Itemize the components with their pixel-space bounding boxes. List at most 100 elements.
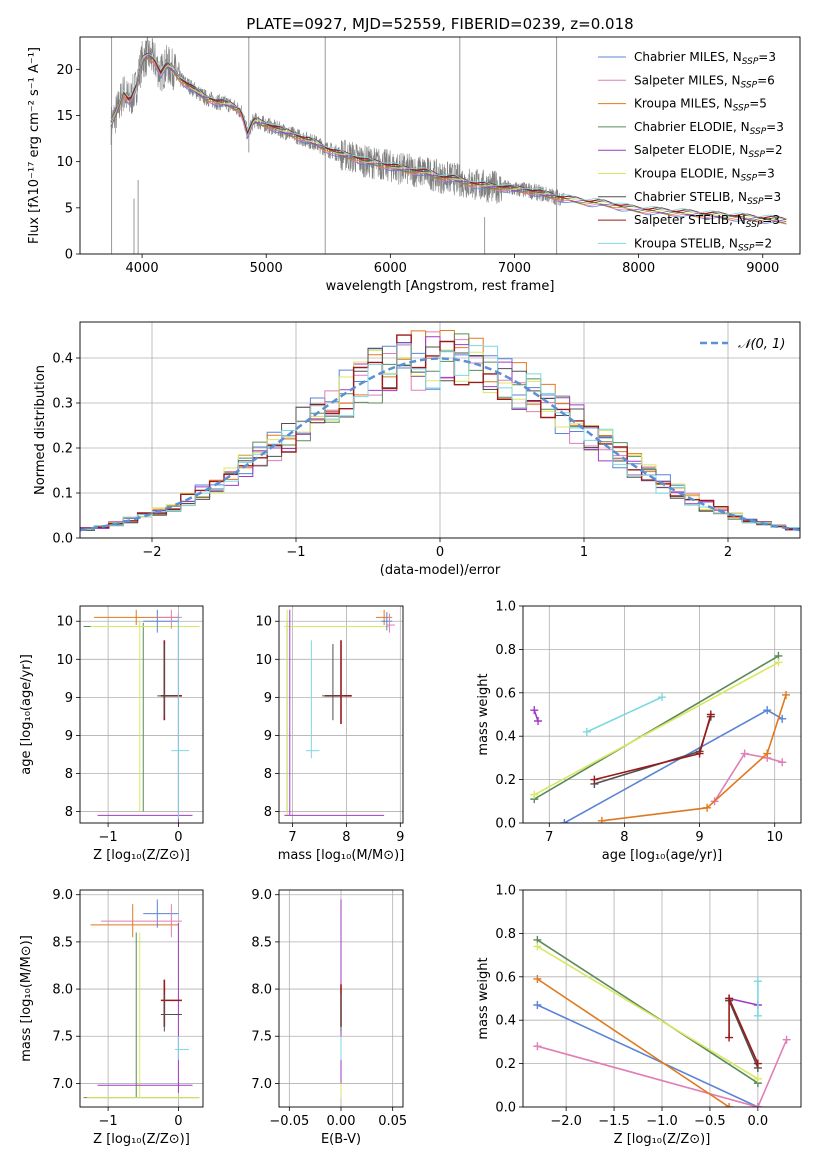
x-tick-label: 10	[766, 830, 783, 845]
x-tick-label: −0.05	[269, 1114, 309, 1129]
data-point-marker	[533, 1001, 542, 1010]
series-line-chabrier-elodie	[536, 939, 759, 1084]
legend-entry: Kroupa STELIB, NSSP=2	[634, 236, 772, 253]
axes-frame	[522, 889, 802, 1108]
y-axis-label: Normed distribution	[33, 365, 48, 495]
plot-area	[279, 890, 403, 1107]
series-line-chabrier-miles	[537, 1004, 759, 1107]
x-tick-label: −1.5	[598, 1114, 630, 1129]
legend-entry: Salpeter MILES, NSSP=6	[634, 73, 775, 90]
y-tick-label: 9	[65, 729, 73, 744]
data-point-marker	[763, 706, 772, 715]
x-tick-label: 0	[174, 1114, 182, 1129]
panel-spectrum: 4000 5000 6000 7000 8000 9000 0 5 10 15 20 waveleng…	[27, 36, 801, 294]
y-tick-label: 8.0	[251, 983, 272, 998]
panel-mass-vs-EBV: −0.05 0.00 0.05 7.0 7.5 8.0 8.5 9.0 E(B-V)	[251, 888, 407, 1147]
data-point-marker	[530, 706, 539, 715]
y-axis-label: mass weight	[476, 957, 491, 1039]
y-tick-label: 8.5	[52, 935, 73, 950]
x-tick-label: 8	[620, 830, 628, 845]
series-line-kroupa-elodie	[533, 661, 779, 796]
x-tick-label: 9	[695, 830, 703, 845]
y-tick-label: 9	[264, 691, 272, 706]
x-tick-label: 4000	[126, 261, 159, 276]
model-line-salpeter-stelib	[110, 52, 787, 221]
data-point-marker	[533, 1042, 542, 1051]
series-line-chabrier-elodie	[533, 655, 779, 800]
data-point-marker	[590, 775, 599, 784]
y-tick-label: 0.6	[495, 686, 516, 701]
legend: 𝒩(0, 1)	[700, 337, 785, 352]
y-tick-label: 0.2	[495, 773, 516, 788]
x-tick-label: 7	[545, 830, 553, 845]
plot-area	[523, 606, 801, 823]
data-point-marker	[706, 710, 715, 719]
model-line-kroupa-stelib	[110, 53, 787, 220]
series-line-kroupa-miles	[536, 978, 730, 1107]
series-line-kroupa-miles	[601, 694, 787, 822]
y-tick-label: 1.0	[495, 884, 516, 899]
data-point-marker	[782, 1035, 791, 1044]
y-tick-label: 1.0	[495, 600, 516, 615]
x-tick-label: 0.00	[327, 1114, 356, 1129]
x-axis-label: Z [log₁₀(Z/Z⊙)]	[93, 848, 190, 863]
axes-frame	[79, 321, 801, 539]
y-axis-label: Flux [fλ10⁻¹⁷ erg cm⁻² s⁻¹ A⁻¹]	[27, 47, 42, 244]
plot-area	[80, 322, 800, 538]
x-tick-label: −1	[286, 545, 305, 560]
x-tick-label: 5000	[250, 261, 283, 276]
y-tick-label: 0.4	[52, 352, 73, 367]
axes-frame	[79, 889, 204, 1108]
legend-entry: Chabrier STELIB, NSSP=3	[634, 190, 781, 207]
series-line-salpeter-stelib	[728, 998, 759, 1064]
plot-area	[110, 37, 787, 254]
panel-mass-vs-Z: −1 0 7.0 7.5 8.0 8.5 9.0 Z [log₁₀(Z/Z⊙)] mass [l…	[19, 888, 204, 1147]
data-point-marker	[703, 803, 712, 812]
x-tick-label: 8000	[622, 261, 655, 276]
legend-entry: Salpeter ELODIE, NSSP=2	[634, 143, 783, 160]
plot-area	[80, 890, 203, 1107]
panel-age-vs-Z: −1 0 8 8 9 9 10 10 Z [log₁₀(Z/Z⊙)] age [log₁₀(age…	[19, 605, 204, 863]
y-tick-label: 0.4	[495, 730, 516, 745]
x-axis-label: (data-model)/error	[380, 563, 501, 578]
axes-frame	[522, 605, 802, 824]
data-point-marker	[781, 690, 790, 699]
x-tick-label: 7	[288, 830, 296, 845]
y-tick-label: 0.4	[495, 1014, 516, 1029]
x-axis-label: E(B-V)	[321, 1132, 361, 1147]
legend-entry: 𝒩(0, 1)	[738, 337, 785, 352]
x-tick-label: 7000	[498, 261, 531, 276]
plot-area	[80, 606, 203, 823]
y-tick-label: 9	[264, 729, 272, 744]
y-tick-label: 0.8	[495, 927, 516, 942]
data-point-marker	[753, 1011, 762, 1020]
y-tick-label: 0	[65, 248, 73, 263]
data-point-marker	[753, 1103, 762, 1107]
series-line-salpeter-stelib	[594, 714, 712, 781]
y-axis-label: mass [log₁₀(M/M⊙)]	[19, 935, 34, 1062]
axes-frame	[79, 605, 204, 824]
legend-entry: Kroupa MILES, NSSP=5	[634, 97, 767, 114]
y-tick-label: 20	[56, 63, 73, 78]
x-tick-label: 0.05	[378, 1114, 407, 1129]
y-tick-label: 9.0	[52, 888, 73, 903]
x-tick-label: 9000	[746, 261, 779, 276]
x-tick-label: 0	[436, 545, 444, 560]
y-tick-label: 10	[255, 615, 272, 630]
y-tick-label: 10	[56, 653, 73, 668]
y-axis-label: mass weight	[476, 673, 491, 755]
x-tick-label: 0	[174, 830, 182, 845]
y-tick-label: 0.2	[495, 1057, 516, 1072]
data-point-marker	[753, 1059, 762, 1068]
y-tick-label: 8	[264, 767, 272, 782]
legend-entry: Chabrier MILES, NSSP=3	[634, 50, 776, 67]
data-point-marker	[533, 974, 542, 983]
y-tick-label: 0.2	[52, 442, 73, 457]
data-point-marker	[725, 994, 734, 1003]
x-axis-label: wavelength [Angstrom, rest frame]	[326, 279, 555, 294]
panel-residuals: −2 −1 0 1 2 0.0 0.1 0.2 0.3 0.4 (data-model)/error…	[33, 321, 801, 578]
x-tick-label: −1	[99, 1114, 118, 1129]
plot-area	[279, 606, 403, 823]
data-point-marker	[763, 749, 772, 758]
